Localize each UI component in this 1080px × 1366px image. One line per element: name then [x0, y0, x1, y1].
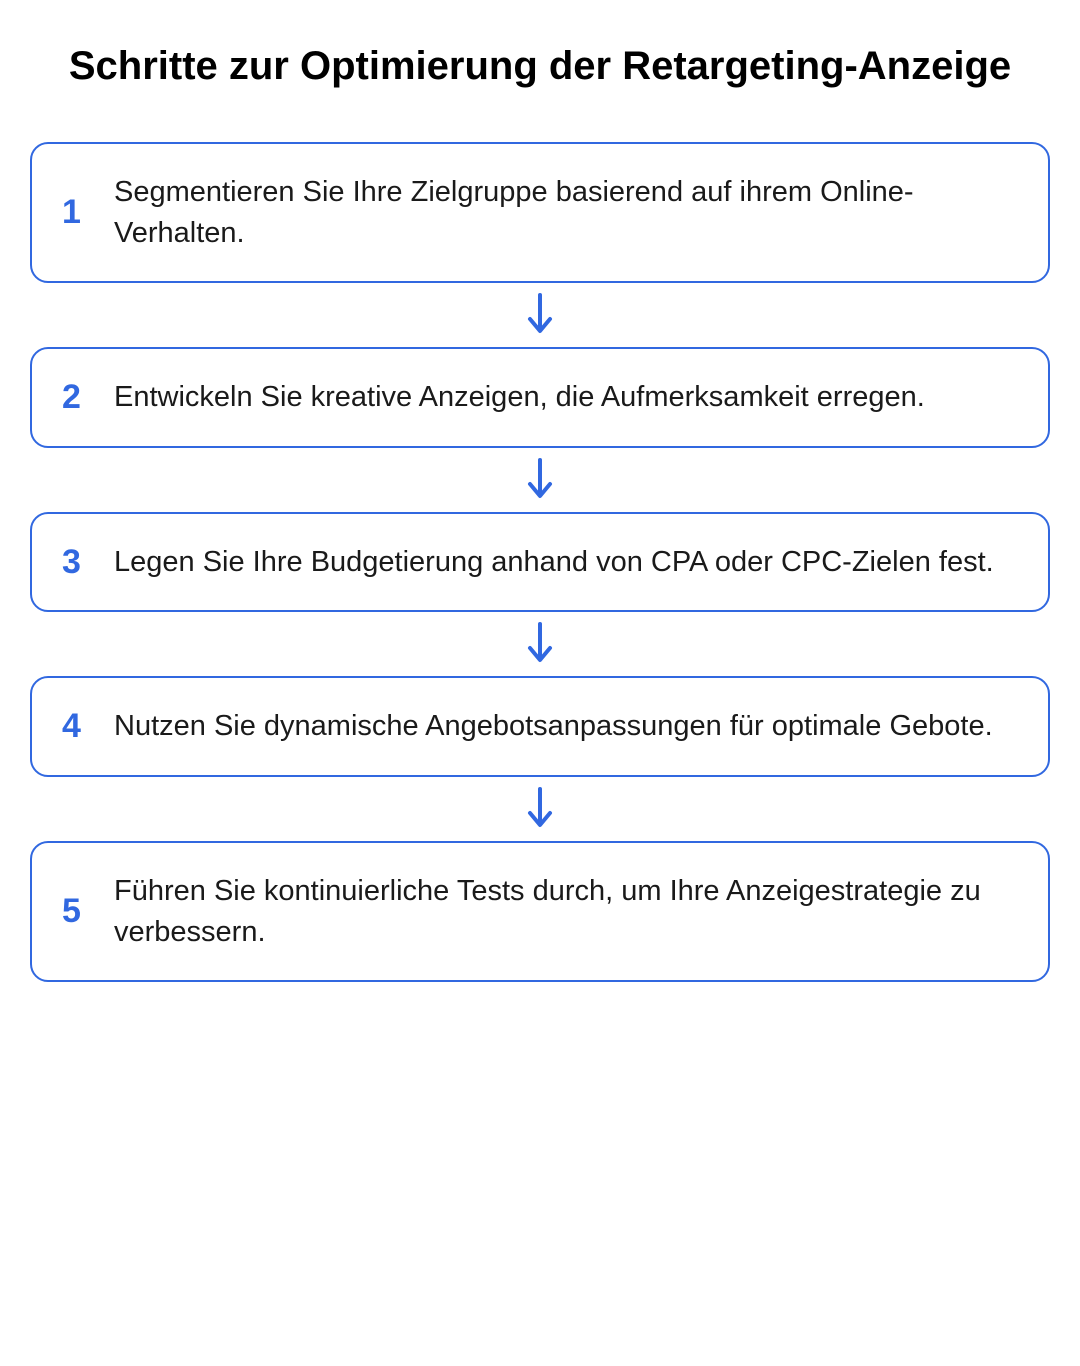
arrow-down-icon — [520, 448, 560, 512]
steps-container: 1 Segmentieren Sie Ihre Zielgruppe basie… — [30, 142, 1050, 982]
step-number: 3 — [62, 543, 90, 582]
step-box-3: 3 Legen Sie Ihre Budgetierung anhand von… — [30, 512, 1050, 613]
arrow-svg — [520, 456, 560, 504]
diagram-title: Schritte zur Optimierung der Retargeting… — [30, 40, 1050, 92]
step-box-5: 5 Führen Sie kontinuierliche Tests durch… — [30, 841, 1050, 982]
step-number: 2 — [62, 378, 90, 417]
step-text: Führen Sie kontinuierliche Tests durch, … — [114, 871, 1018, 952]
arrow-svg — [520, 291, 560, 339]
step-number: 5 — [62, 892, 90, 931]
step-text: Entwickeln Sie kreative Anzeigen, die Au… — [114, 377, 925, 418]
step-text: Nutzen Sie dynamische Angebotsanpassunge… — [114, 706, 993, 747]
arrow-down-icon — [520, 612, 560, 676]
arrow-svg — [520, 785, 560, 833]
step-box-2: 2 Entwickeln Sie kreative Anzeigen, die … — [30, 347, 1050, 448]
arrow-down-icon — [520, 777, 560, 841]
arrow-svg — [520, 620, 560, 668]
step-number: 4 — [62, 707, 90, 746]
step-text: Segmentieren Sie Ihre Zielgruppe basiere… — [114, 172, 1018, 253]
step-box-1: 1 Segmentieren Sie Ihre Zielgruppe basie… — [30, 142, 1050, 283]
step-text: Legen Sie Ihre Budgetierung anhand von C… — [114, 542, 994, 583]
arrow-down-icon — [520, 283, 560, 347]
step-number: 1 — [62, 193, 90, 232]
step-box-4: 4 Nutzen Sie dynamische Angebotsanpassun… — [30, 676, 1050, 777]
